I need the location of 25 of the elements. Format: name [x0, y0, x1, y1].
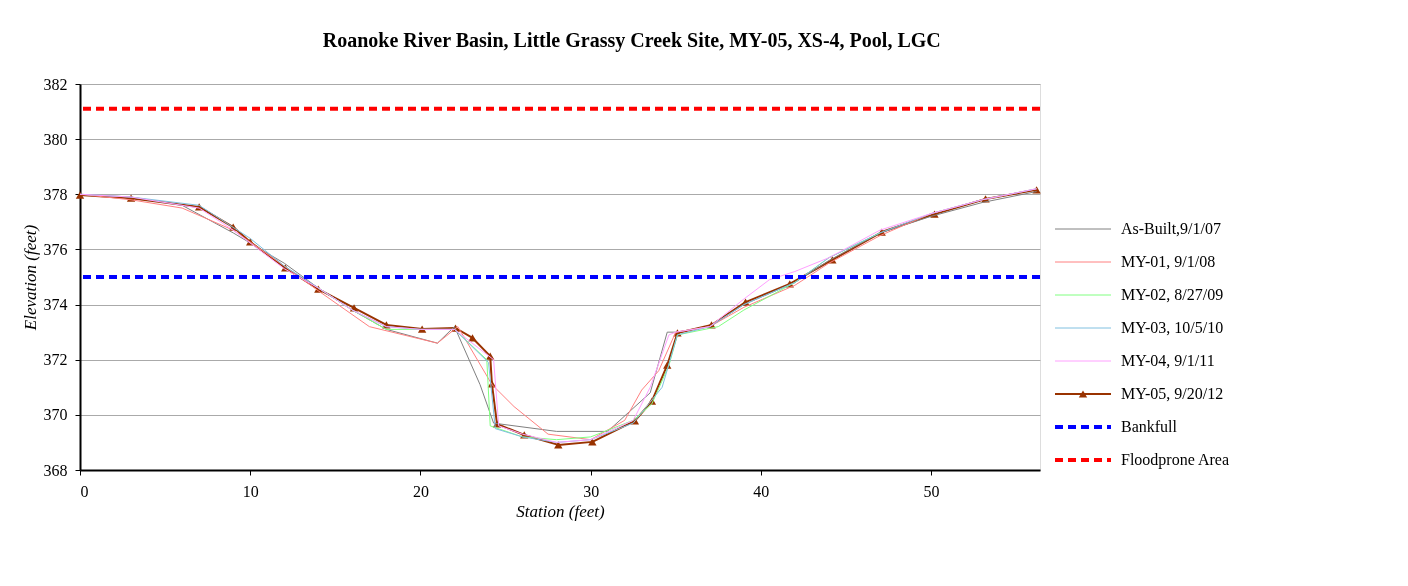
y-tick-label: 380	[43, 130, 68, 148]
y-tick-label: 370	[43, 406, 68, 424]
y-tick-label: 376	[43, 240, 68, 258]
x-axis-title: Station (feet)	[516, 501, 605, 521]
x-tick-label: 50	[923, 482, 940, 500]
x-tick-label: 10	[242, 482, 259, 500]
x-tick-label: 0	[80, 482, 89, 500]
x-tick-label: 30	[583, 482, 600, 500]
x-tick-label: 40	[753, 482, 770, 500]
y-tick-label: 382	[43, 75, 68, 93]
y-tick-label: 378	[43, 185, 68, 203]
legend-label: MY-01, 9/1/08	[1121, 253, 1216, 270]
legend-label: Bankfull	[1121, 418, 1178, 435]
y-tick-label: 374	[43, 296, 68, 314]
legend-label: MY-03, 10/5/10	[1121, 319, 1224, 336]
y-tick-label: 368	[43, 461, 68, 479]
y-axis-title: Elevation (feet)	[20, 224, 40, 332]
chart-title: Roanoke River Basin, Little Grassy Creek Site, MY-05, XS-4, Pool, LGC	[322, 28, 941, 52]
y-tick-label: 372	[43, 351, 68, 369]
legend-label: Floodprone Area	[1121, 451, 1229, 469]
legend-label: As-Built,9/1/07	[1121, 220, 1222, 237]
legend-label: MY-02, 8/27/09	[1121, 286, 1224, 303]
legend-label: MY-04, 9/1/11	[1121, 352, 1215, 369]
legend-label: MY-05, 9/20/12	[1121, 385, 1224, 402]
x-tick-label: 20	[412, 482, 429, 500]
